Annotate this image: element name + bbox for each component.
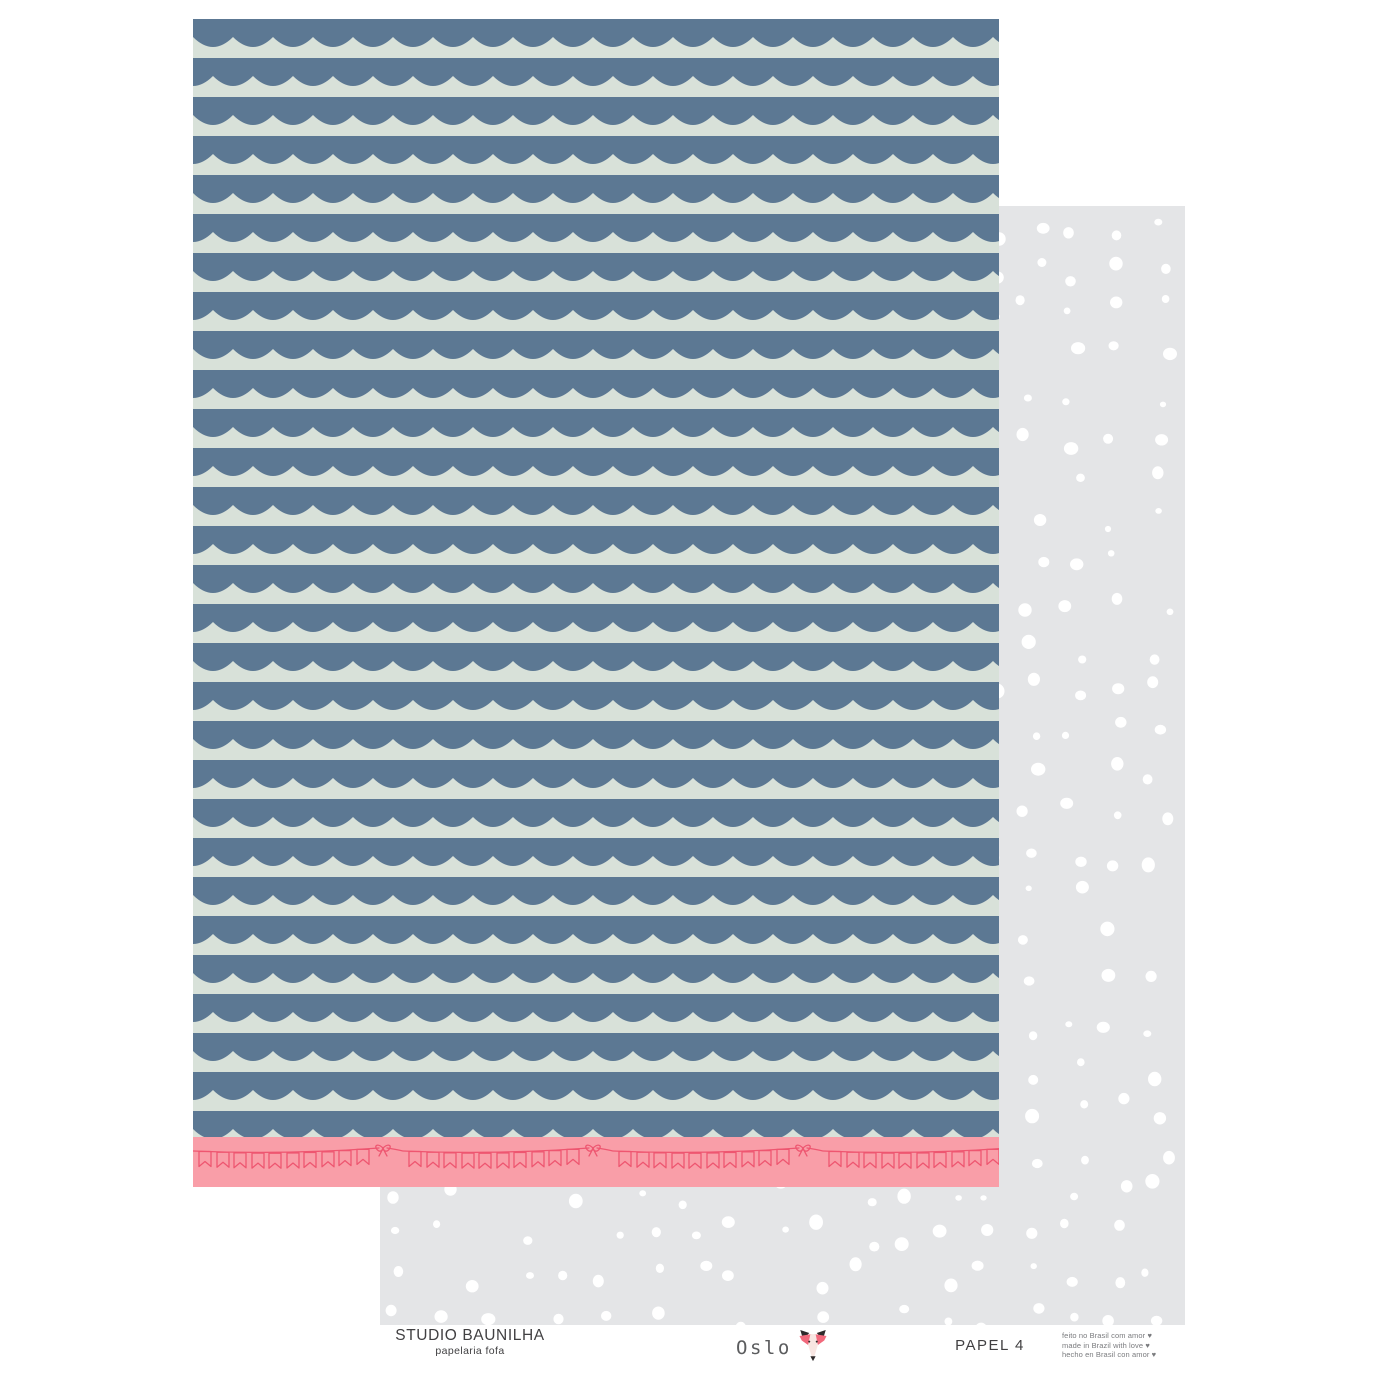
paper-number-label: PAPEL 4 (955, 1337, 1025, 1354)
collection-name: Oslo (736, 1337, 792, 1359)
bunting-border (193, 1137, 999, 1187)
made-in-line-pt: feito no Brasil com amor ♥ (1062, 1331, 1152, 1340)
scallop-wave-pattern (193, 19, 999, 1137)
studio-signature: STUDIO BAUNILHA papelaria fofa (377, 1328, 563, 1357)
studio-name: STUDIO BAUNILHA (395, 1327, 545, 1344)
scallop-wave-paper-sheet (193, 19, 999, 1187)
studio-tagline: papelaria fofa (435, 1345, 505, 1357)
fox-icon (799, 1330, 827, 1362)
made-in-line-es: hecho en Brasil con amor ♥ (1062, 1350, 1157, 1359)
made-in-line-en: made in Brazil with love ♥ (1062, 1340, 1150, 1350)
made-in-lines: feito no Brasil com amor ♥ made in Brazi… (1062, 1331, 1156, 1360)
